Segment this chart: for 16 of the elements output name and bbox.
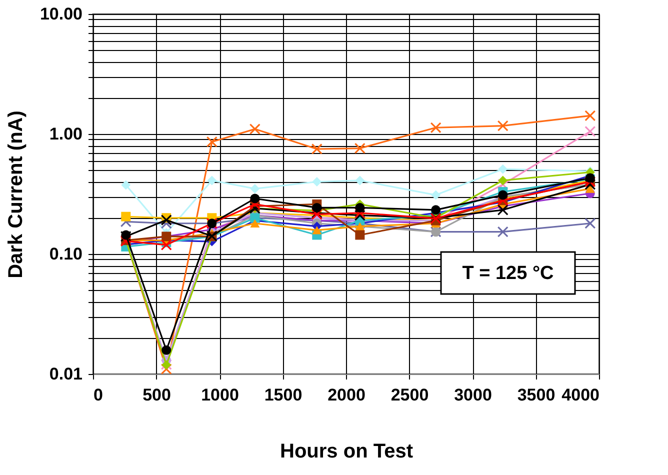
y-tick-label: 1.00 <box>49 124 82 144</box>
x-axis-title: Hours on Test <box>280 440 414 462</box>
x-tick-label: 3500 <box>517 386 556 404</box>
y-tick-label: 0.01 <box>49 364 82 384</box>
x-tick-label: 1000 <box>201 386 239 404</box>
x-tick-label: 2500 <box>390 386 429 404</box>
annotation: T = 125 °C <box>462 263 554 284</box>
x-tick-label: 0 <box>94 386 103 404</box>
x-tick-label: 2000 <box>328 386 366 404</box>
y-axis-title: Dark Current (nA) <box>4 110 27 278</box>
y-tick-label: 10.00 <box>40 4 82 24</box>
x-tick-label: 3000 <box>454 386 492 404</box>
x-tick-label: 1500 <box>264 386 302 404</box>
y-tick-label: 0.10 <box>49 244 82 264</box>
x-tick-label: 4000 <box>562 386 600 404</box>
x-tick-label: 500 <box>142 386 171 404</box>
